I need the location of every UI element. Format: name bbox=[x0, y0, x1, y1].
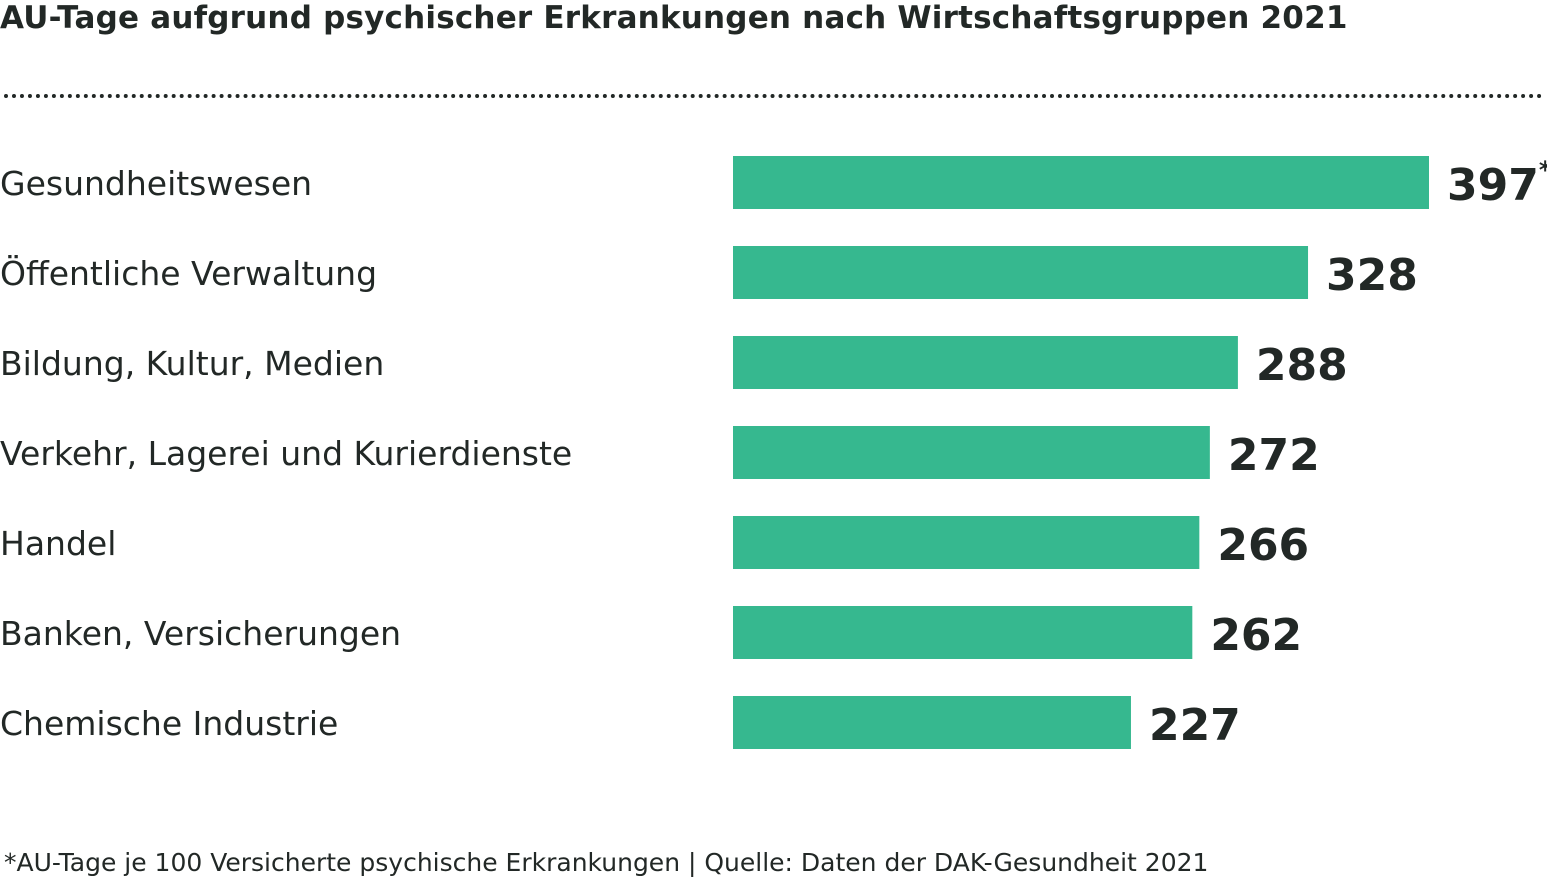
dotted-divider bbox=[4, 94, 1543, 102]
value-label: 272 bbox=[1228, 430, 1320, 481]
value-label: 288 bbox=[1256, 340, 1348, 391]
value-label: 227 bbox=[1149, 700, 1241, 751]
bar bbox=[733, 696, 1131, 749]
bar bbox=[733, 156, 1429, 209]
chart-title: AU-Tage aufgrund psychischer Erkrankunge… bbox=[0, 0, 1348, 36]
bar bbox=[733, 606, 1193, 659]
footnote: *AU-Tage je 100 Versicherte psychische E… bbox=[4, 848, 1209, 877]
value-label: 266 bbox=[1217, 520, 1309, 571]
value-label: 328 bbox=[1326, 250, 1418, 301]
bar bbox=[733, 336, 1238, 389]
category-label: Chemische Industrie bbox=[0, 704, 338, 743]
category-label: Banken, Versicherungen bbox=[0, 614, 401, 653]
value-label: 397* bbox=[1447, 156, 1547, 211]
bar bbox=[733, 246, 1309, 299]
value-marker: * bbox=[1539, 156, 1547, 184]
category-label: Gesundheitswesen bbox=[0, 164, 312, 203]
bar bbox=[733, 516, 1200, 569]
category-label: Verkehr, Lagerei und Kurierdienste bbox=[0, 434, 572, 473]
value-label: 262 bbox=[1210, 610, 1302, 661]
category-label: Handel bbox=[0, 524, 116, 563]
category-label: Bildung, Kultur, Medien bbox=[0, 344, 384, 383]
bar bbox=[733, 426, 1210, 479]
category-label: Öffentliche Verwaltung bbox=[0, 253, 377, 293]
